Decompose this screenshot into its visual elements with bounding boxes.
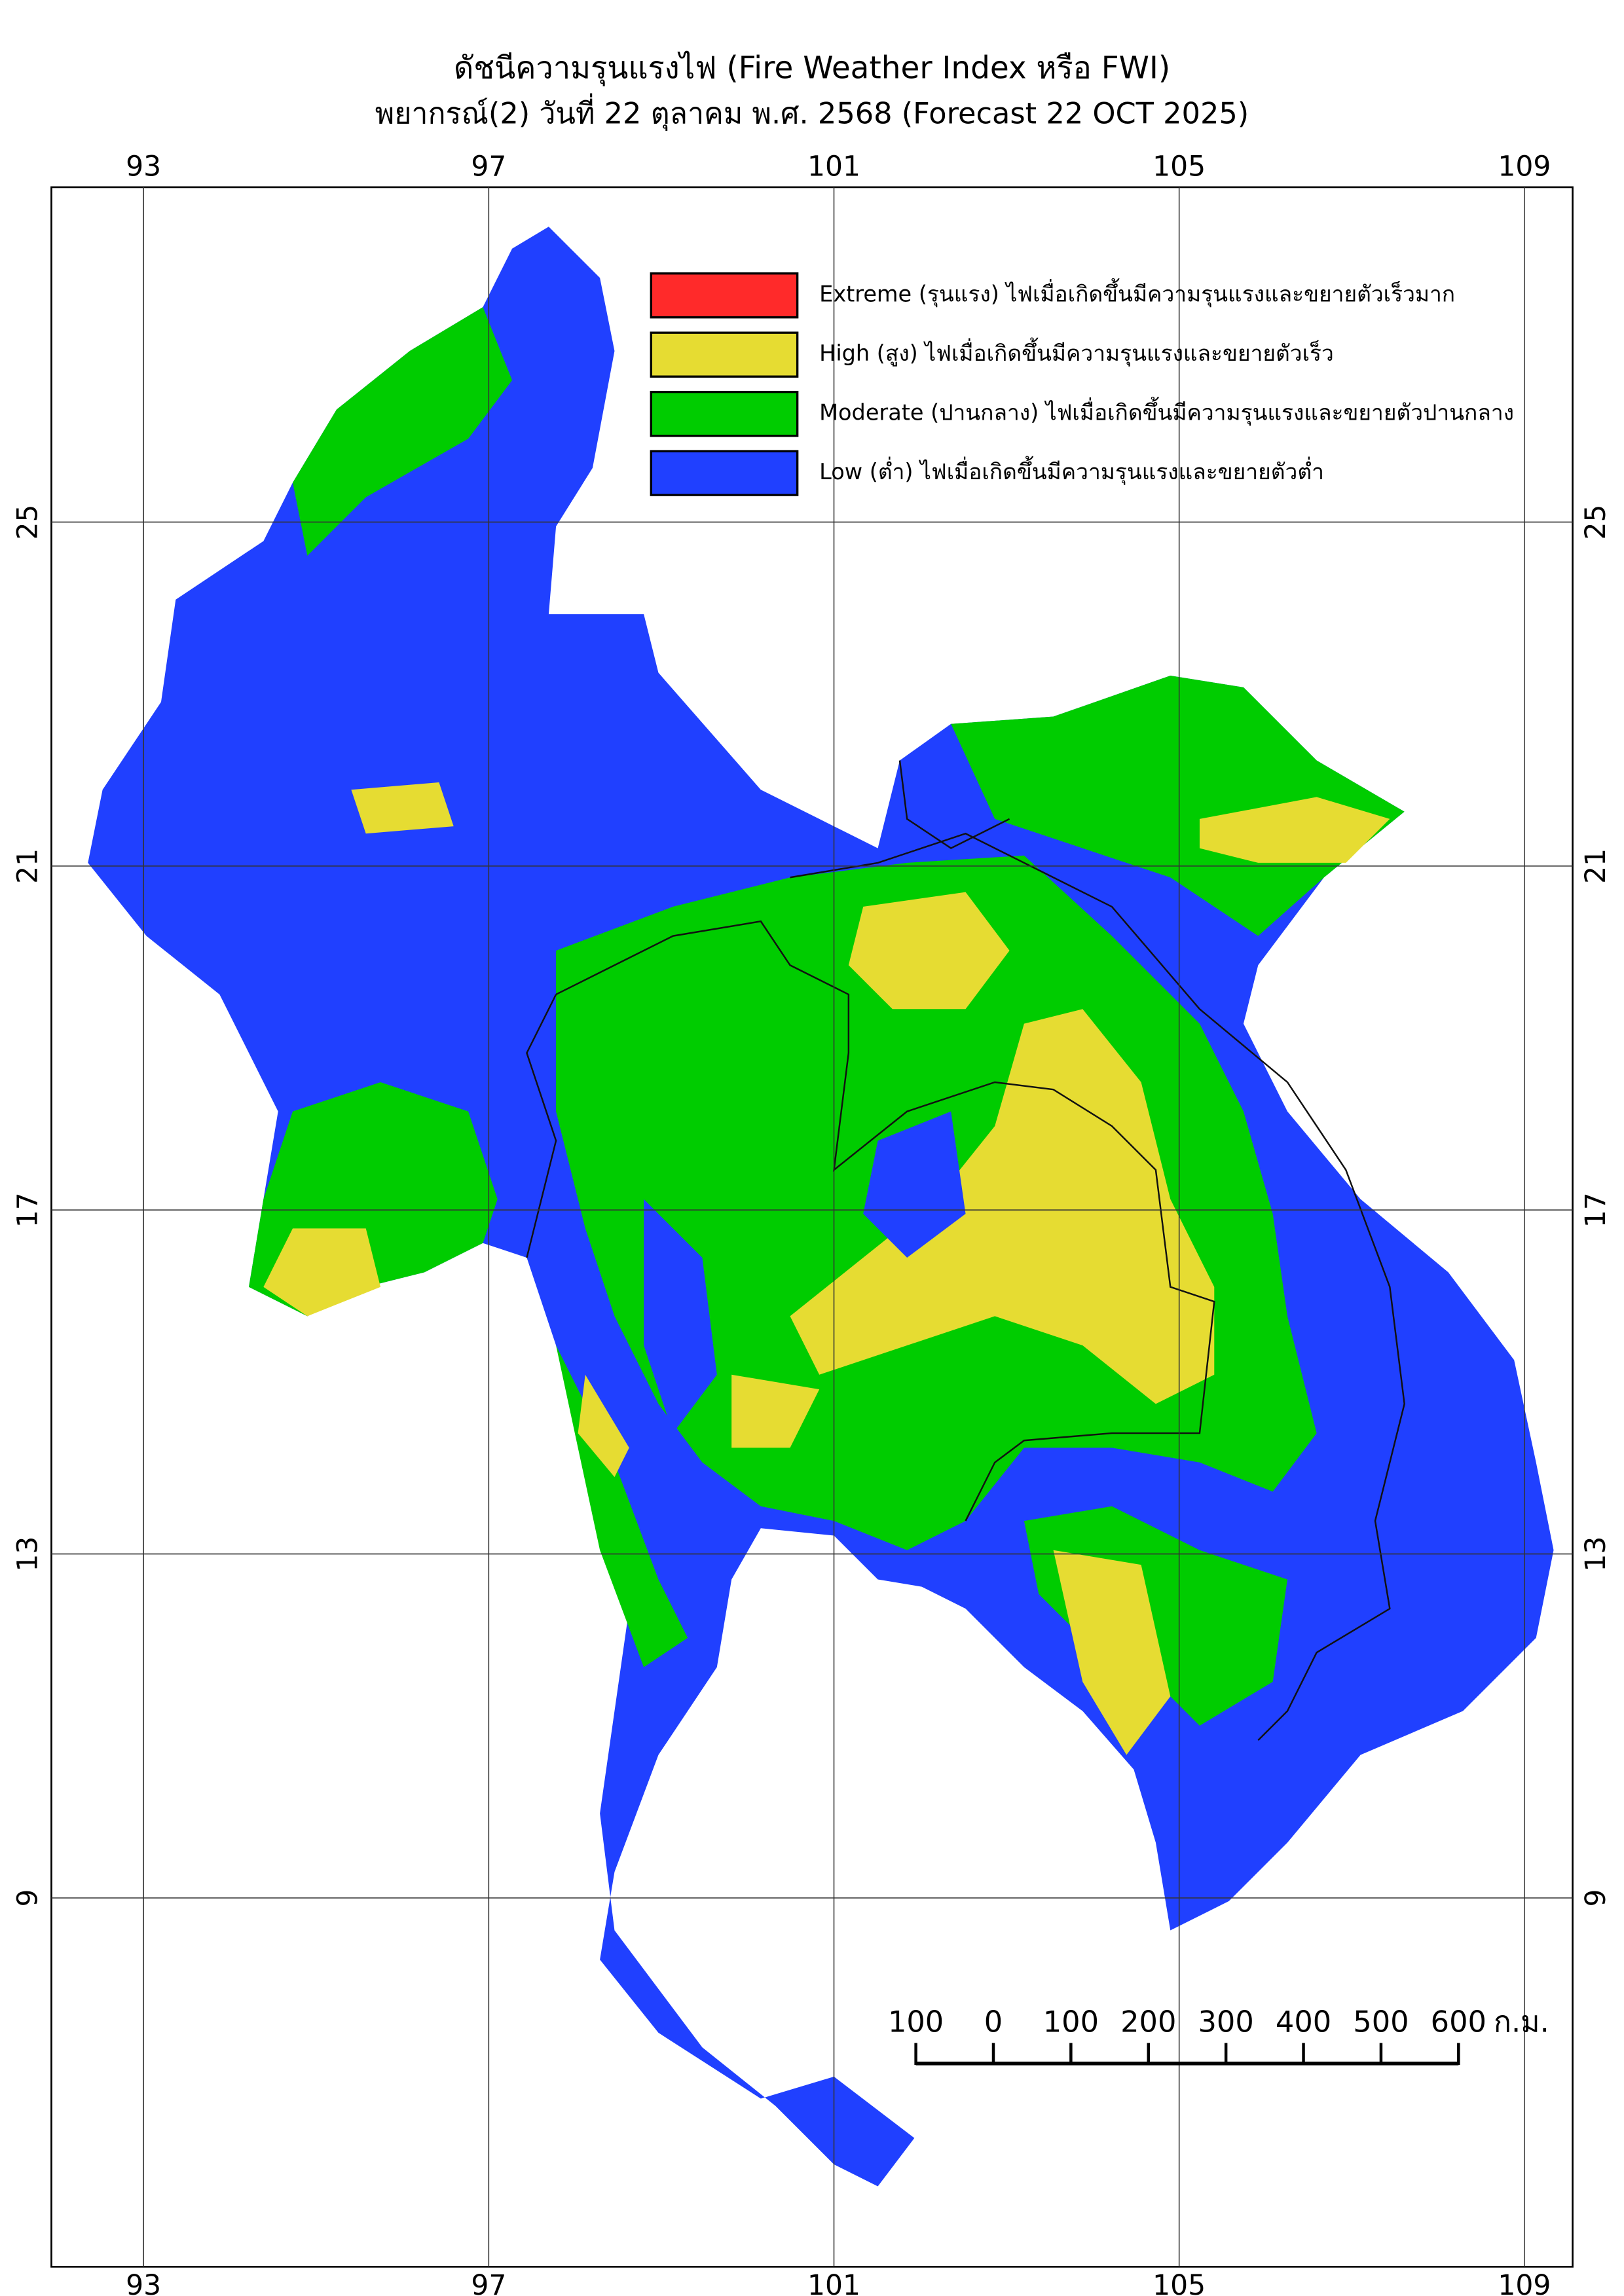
legend-swatch bbox=[650, 450, 799, 496]
scale-bar-unit: ก.ม. bbox=[1494, 2005, 1549, 2039]
lat-tick-label: 9 bbox=[12, 1889, 44, 1906]
lon-tick-label: 109 bbox=[1498, 151, 1551, 183]
region-high bbox=[848, 892, 1010, 1010]
border-line bbox=[790, 832, 1405, 1741]
scale-bar-label: 100 bbox=[888, 2005, 944, 2039]
legend-label: Low (ต่ำ) ไฟเมื่อเกิดขึ้นมีความรุนแรงและ… bbox=[819, 456, 1324, 485]
lat-tick-label: 13 bbox=[1580, 1537, 1612, 1572]
lat-tick-label: 21 bbox=[12, 848, 44, 884]
legend-label: Moderate (ปานกลาง) ไฟเมื่อเกิดขึ้นมีความ… bbox=[819, 397, 1514, 426]
region-high bbox=[790, 1009, 1215, 1404]
scale-bar-label: 300 bbox=[1198, 2005, 1254, 2039]
lon-tick-label: 105 bbox=[1153, 151, 1206, 183]
lat-tick-label: 21 bbox=[1580, 848, 1612, 884]
country-borders bbox=[526, 760, 1405, 1741]
map-subtitle: พยากรณ์(2) วันที่ 22 ตุลาคม พ.ศ. 2568 (F… bbox=[375, 93, 1249, 131]
lat-tick-label: 17 bbox=[12, 1192, 44, 1228]
legend-swatch bbox=[650, 272, 799, 319]
scale-bar-label: 200 bbox=[1120, 2005, 1176, 2039]
border-line bbox=[555, 920, 1215, 1522]
region-low bbox=[644, 1199, 717, 1434]
land bbox=[88, 227, 1554, 2187]
region-high bbox=[1199, 797, 1390, 863]
lat-tick-label: 25 bbox=[12, 504, 44, 539]
scale-bar: 100 0 100 200 300 400 500 600 ก.ม. bbox=[888, 2005, 1549, 2066]
region-high bbox=[578, 1374, 629, 1478]
lon-tick-label: 105 bbox=[1153, 2270, 1206, 2296]
lat-tick-label: 17 bbox=[1580, 1192, 1612, 1228]
region-high bbox=[263, 1228, 381, 1317]
region-moderate bbox=[951, 675, 1405, 936]
lon-tick-label: 109 bbox=[1498, 2270, 1551, 2296]
lon-tick-label: 93 bbox=[126, 151, 161, 183]
lat-tick-label: 9 bbox=[1580, 1889, 1612, 1906]
scale-bar-label: 600 bbox=[1431, 2005, 1486, 2039]
lon-tick-label: 97 bbox=[471, 2270, 506, 2296]
lon-tick-label: 93 bbox=[126, 2270, 161, 2296]
scale-bar-label: 100 bbox=[1043, 2005, 1099, 2039]
graticule: 93 93 97 97 101 101 105 105 109 109 25 25 21 21 17 17 13… bbox=[12, 151, 1612, 2296]
legend: Extreme (รุนแรง) ไฟเมื่อเกิดขึ้นมีความรุ… bbox=[650, 272, 1514, 496]
scale-bar-label: 0 bbox=[984, 2005, 1003, 2039]
legend-swatch bbox=[650, 390, 799, 437]
scale-bar-label: 500 bbox=[1353, 2005, 1409, 2039]
legend-label: High (สูง) ไฟเมื่อเกิดขึ้นมีความรุนแรงแล… bbox=[819, 337, 1334, 367]
region-high bbox=[1053, 1550, 1171, 1755]
scale-bar-label: 400 bbox=[1276, 2005, 1331, 2039]
legend-label: Extreme (รุนแรง) ไฟเมื่อเกิดขึ้นมีความรุ… bbox=[819, 278, 1455, 308]
region-low bbox=[863, 1111, 966, 1258]
lon-tick-label: 97 bbox=[471, 151, 506, 183]
region-high bbox=[731, 1374, 820, 1448]
border-line bbox=[898, 760, 1010, 849]
legend-swatch bbox=[650, 331, 799, 378]
region-moderate bbox=[293, 307, 513, 556]
border-line bbox=[526, 994, 557, 1258]
lat-tick-label: 13 bbox=[12, 1537, 44, 1572]
region-high bbox=[351, 782, 454, 834]
lon-tick-label: 101 bbox=[807, 2270, 860, 2296]
map-title: ดัชนีความรุนแรงไฟ (Fire Weather Index หร… bbox=[454, 50, 1170, 87]
lon-tick-label: 101 bbox=[807, 151, 860, 183]
lat-tick-label: 25 bbox=[1580, 504, 1612, 539]
